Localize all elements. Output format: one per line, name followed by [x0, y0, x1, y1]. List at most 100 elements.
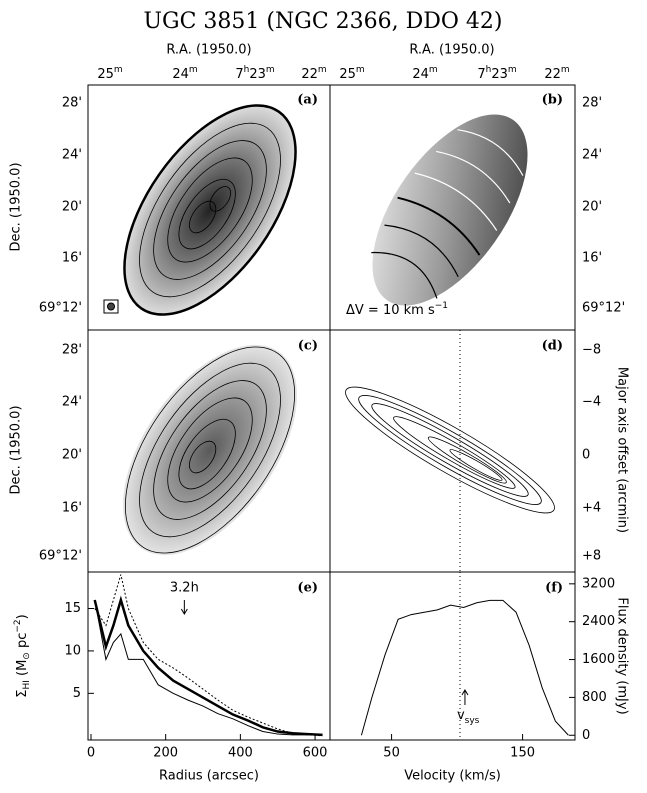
ra-label: R.A. (1950.0)	[166, 43, 251, 58]
plot-frame	[87, 571, 331, 741]
ra-tick-base: 7	[477, 67, 485, 82]
ra-tick-sup: m	[266, 65, 275, 75]
x-axis-label: Velocity (km/s)	[404, 769, 501, 784]
ra-tick-sup: m	[189, 65, 198, 75]
offset-tick-label: +4	[582, 501, 601, 516]
ra-tick-label: 7h23m	[235, 65, 274, 82]
map-d	[345, 386, 555, 514]
y-tick-label: 3200	[582, 576, 615, 591]
dec-tick-label: 20'	[62, 448, 82, 463]
dec-tick-label: 20'	[582, 200, 602, 215]
x-tick-label: 200	[153, 746, 178, 761]
beam	[107, 302, 115, 311]
series-line	[94, 599, 323, 736]
x-tick-label: 0	[87, 746, 95, 761]
dec-tick-label: 16'	[62, 501, 82, 516]
annotation: 3.2h	[170, 581, 199, 596]
x-tick-label: 150	[510, 746, 535, 761]
dec-label: Dec. (1950.0)	[9, 162, 24, 251]
offset-tick-label: −4	[582, 395, 601, 410]
series-line	[360, 599, 569, 736]
panel-label: (f)	[545, 581, 563, 596]
x-tick-label: 600	[303, 746, 328, 761]
panel-label: (d)	[542, 339, 563, 354]
panel-label: (e)	[297, 581, 318, 596]
y-axis-label-part: (M	[15, 660, 30, 680]
ra-tick-base: 24	[412, 67, 429, 82]
y-axis-label-part: −2	[13, 619, 23, 632]
annotation-arrow	[180, 600, 188, 615]
dec-tick-label: 69°12'	[39, 301, 82, 316]
x-axis-label: Radius (arcsec)	[159, 769, 259, 784]
x-tick-label: 400	[228, 746, 253, 761]
series-line	[94, 574, 323, 737]
ra-tick-base: 23	[249, 67, 266, 82]
panel-label: (c)	[298, 339, 318, 354]
y-axis-label: Flux density (mJy)	[615, 597, 630, 714]
map-b	[371, 114, 528, 306]
ra-tick-base: 7	[235, 67, 243, 82]
dec-tick-label: 24'	[62, 148, 82, 163]
vsys-label: vsys	[457, 708, 480, 726]
ra-tick-sup: m	[356, 65, 365, 75]
ra-tick-label: 25m	[339, 65, 364, 82]
ra-tick-sup: m	[318, 65, 327, 75]
ra-tick-label: 24m	[172, 65, 197, 82]
panel-label: (b)	[542, 93, 563, 108]
offset-tick-label: 0	[582, 448, 590, 463]
y-tick-label: 5	[73, 686, 81, 701]
dec-tick-label: 69°12'	[582, 301, 625, 316]
y-tick-label: 15	[64, 601, 81, 616]
offset-tick-label: −8	[582, 343, 601, 358]
dec-tick-label: 28'	[62, 343, 82, 358]
dec-tick-label: 69°12'	[39, 549, 82, 564]
y-tick-label: 2400	[582, 614, 615, 629]
ra-tick-sup: m	[429, 65, 438, 75]
dec-tick-label: 28'	[582, 96, 602, 111]
ra-tick-label: 25m	[97, 65, 122, 82]
ra-label: R.A. (1950.0)	[409, 43, 494, 58]
dec-tick-label: 16'	[62, 251, 82, 266]
ra-tick-base: 24	[172, 67, 189, 82]
y-axis-label-part: Σ	[15, 690, 30, 698]
y-tick-label: 1600	[582, 652, 615, 667]
dec-tick-label: 28'	[62, 96, 82, 111]
ra-tick-sup: m	[114, 65, 123, 75]
panel-label: (a)	[297, 93, 318, 108]
offset-tick-label: +8	[582, 549, 601, 564]
ra-tick-sup: m	[561, 65, 570, 75]
ra-tick-base: 25	[97, 67, 114, 82]
y-axis-label-part: pc	[15, 633, 30, 653]
dec-tick-label: 24'	[62, 395, 82, 410]
map-a	[123, 104, 297, 316]
velocity-note: ΔV = 10 km s−1	[346, 301, 448, 318]
series-line	[93, 595, 323, 737]
y-tick-label: 10	[64, 643, 81, 658]
plot-frame	[329, 571, 576, 741]
velocity-note-sup: −1	[435, 301, 448, 311]
ra-tick-label: 24m	[412, 65, 437, 82]
y-tick-label: 0	[582, 728, 590, 743]
title: UGC 3851 (NGC 2366, DDO 42)	[143, 9, 502, 34]
dec-tick-label: 20'	[62, 200, 82, 215]
vsys-base: v	[457, 708, 465, 723]
offset-label: Major axis offset (arcmin)	[615, 367, 630, 533]
dec-label: Dec. (1950.0)	[9, 405, 24, 494]
ra-tick-label: 22m	[544, 65, 569, 82]
y-axis-label-part: )	[15, 614, 30, 619]
map-c	[122, 344, 298, 556]
vsys-sub: sys	[465, 716, 480, 726]
ra-tick-base: 22	[301, 67, 318, 82]
ra-tick-base: 23	[491, 67, 508, 82]
ra-tick-base: 22	[544, 67, 561, 82]
y-axis-label-part: HI	[22, 680, 32, 689]
dec-tick-label: 16'	[582, 251, 602, 266]
ra-tick-sup: m	[508, 65, 517, 75]
dec-tick-label: 24'	[582, 148, 602, 163]
y-axis-label-part: ⊙	[22, 652, 32, 660]
ra-tick-base: 25	[339, 67, 356, 82]
ra-tick-label: 7h23m	[477, 65, 516, 82]
ra-tick-sup: h	[486, 65, 492, 75]
beam-box	[103, 299, 119, 314]
